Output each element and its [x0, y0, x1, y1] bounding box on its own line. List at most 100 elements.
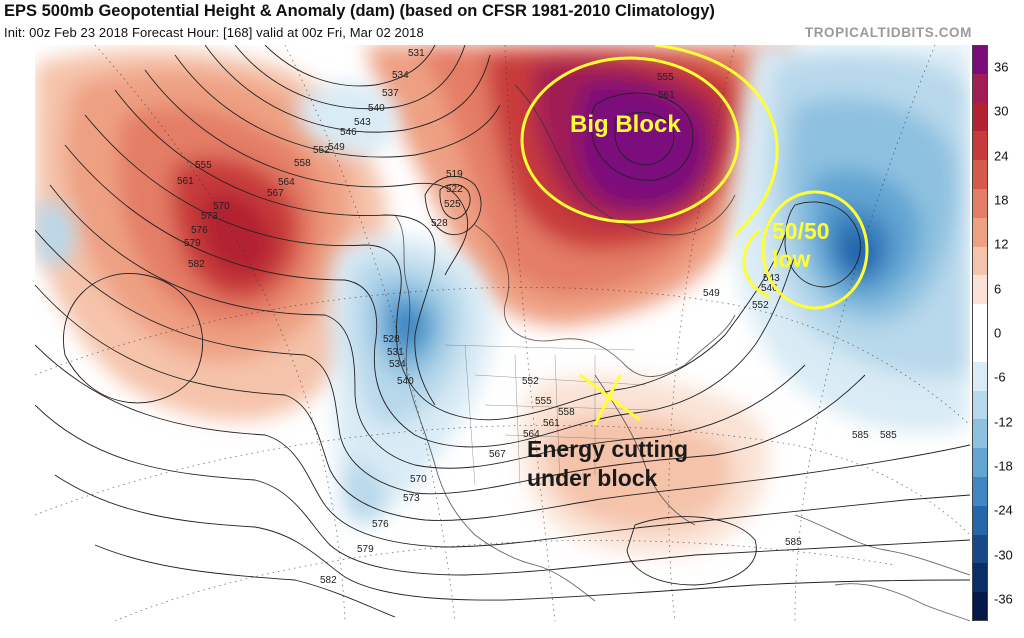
- colorbar-segment: [972, 160, 988, 190]
- big-block-label: Big Block: [570, 111, 681, 138]
- negative-anomaly-field: [35, 45, 970, 525]
- colorbar-segment: [972, 563, 988, 593]
- contour-label: 555: [195, 160, 212, 171]
- contour-label: 561: [543, 418, 560, 429]
- contour-label: 561: [658, 90, 675, 101]
- colorbar-segment: [972, 592, 988, 622]
- map-title: EPS 500mb Geopotential Height & Anomaly …: [4, 2, 715, 20]
- contour-label: 564: [523, 429, 540, 440]
- colorbar-tick-label: -24: [994, 502, 1013, 518]
- contour-label: 564: [278, 177, 295, 188]
- contour-label: 585: [785, 537, 802, 548]
- contour-label: 525: [444, 199, 461, 210]
- contour-label: 534: [392, 70, 409, 81]
- colorbar-tick-label: -18: [994, 458, 1013, 474]
- contour-label: 549: [703, 288, 720, 299]
- colorbar-segment: [972, 333, 988, 363]
- colorbar-tick-label: -12: [994, 414, 1013, 430]
- energy-label: Energy cutting under block: [527, 435, 688, 493]
- colorbar-outline: [972, 45, 988, 621]
- colorbar-segment: [972, 534, 988, 564]
- contour-label: 567: [267, 188, 284, 199]
- contour-label: 531: [387, 347, 404, 358]
- colorbar-segment: [972, 390, 988, 420]
- colorbar-segment: [972, 477, 988, 507]
- borders: [444, 344, 656, 486]
- contour-label: 540: [397, 376, 414, 387]
- contour-label: 573: [403, 493, 420, 504]
- contour-label: 585: [852, 430, 869, 441]
- lat-lon-grid: [35, 45, 970, 621]
- contour-label: 561: [177, 176, 194, 187]
- contour-label: 570: [410, 474, 427, 485]
- colorbar-tick-label: 24: [994, 148, 1009, 164]
- contour-label: 552: [313, 145, 330, 156]
- contour-label: 573: [201, 211, 218, 222]
- contour-labels: 531 534 537 540 543 546 549 552 555 558 …: [177, 48, 897, 586]
- colorbar-segment: [972, 304, 988, 334]
- contour-label: 579: [184, 238, 201, 249]
- contour-label: 558: [558, 407, 575, 418]
- contour-label: 543: [354, 117, 371, 128]
- colorbar-tick-label: 0: [994, 325, 1002, 341]
- x-mark-stroke-2: [593, 374, 622, 426]
- contour-label: 552: [522, 376, 539, 387]
- colorbar-tick-label: 18: [994, 192, 1009, 208]
- map-panel: 531 534 537 540 543 546 549 552 555 558 …: [35, 45, 970, 621]
- contour-label: 570: [213, 201, 230, 212]
- contour-label: 522: [446, 184, 463, 195]
- contour-label: 558: [294, 158, 311, 169]
- contour-label: 534: [389, 359, 406, 370]
- contour-label: 537: [382, 88, 399, 99]
- colorbar-segment: [972, 448, 988, 478]
- colorbar-tick-label: -36: [994, 591, 1013, 607]
- colorbar-segment: [972, 246, 988, 276]
- fifty-fifty-circle: [761, 190, 869, 310]
- colorbar-tick-label: 6: [994, 281, 1002, 297]
- contour-label: 546: [340, 127, 357, 138]
- colorbar-segment: [972, 275, 988, 305]
- colorbar-segment: [972, 73, 988, 104]
- fifty-fifty-stroke: [742, 228, 771, 299]
- colorbar-segment: [972, 131, 988, 161]
- contour-label: 555: [657, 72, 674, 83]
- site-brand: TROPICALTIDBITS.COM: [804, 25, 972, 40]
- big-block-circle: [520, 56, 740, 224]
- contour-label: 519: [446, 169, 463, 180]
- contour-label: 540: [368, 103, 385, 114]
- colorbar-segment: [972, 419, 988, 449]
- contour-label: 582: [320, 575, 337, 586]
- contour-label: 543: [763, 273, 780, 284]
- fifty-fifty-label-line1: 50/50: [772, 218, 830, 244]
- contour-label: 576: [372, 519, 389, 530]
- fifty-fifty-label-line2: low: [772, 246, 811, 272]
- energy-label-line1: Energy cutting: [527, 436, 689, 462]
- positive-anomaly-field: [35, 45, 797, 556]
- colorbar-tick-label: -30: [994, 547, 1013, 563]
- colorbar-segment: [972, 45, 988, 75]
- fifty-fifty-label: 50/50 low: [772, 217, 830, 273]
- colorbar-segment: [972, 102, 988, 132]
- contour-label: 585: [880, 430, 897, 441]
- contour-label: 528: [431, 218, 448, 229]
- contour-label: 579: [357, 544, 374, 555]
- map-subtitle: Init: 00z Feb 23 2018 Forecast Hour: [16…: [4, 25, 424, 40]
- colorbar-tick-label: 36: [994, 59, 1009, 75]
- height-contours: [35, 45, 970, 618]
- colorbar-tick-label: 12: [994, 236, 1009, 252]
- contour-label: 582: [188, 259, 205, 270]
- contour-label: 546: [761, 283, 778, 294]
- annotation-marks: [520, 45, 869, 426]
- anomaly-map: 531 534 537 540 543 546 549 552 555 558 …: [35, 45, 970, 621]
- contour-label: 531: [408, 48, 425, 59]
- anomaly-colorbar: [972, 45, 988, 622]
- coastlines: [394, 84, 970, 621]
- colorbar-segment: [972, 361, 988, 392]
- contour-label: 576: [191, 225, 208, 236]
- colorbar-tick-label: -6: [994, 369, 1006, 385]
- contour-label: 555: [535, 396, 552, 407]
- block-outline-stroke: [654, 45, 779, 237]
- energy-label-line2: under block: [527, 465, 658, 491]
- contour-label: 528: [383, 334, 400, 345]
- colorbar-segment: [972, 189, 988, 219]
